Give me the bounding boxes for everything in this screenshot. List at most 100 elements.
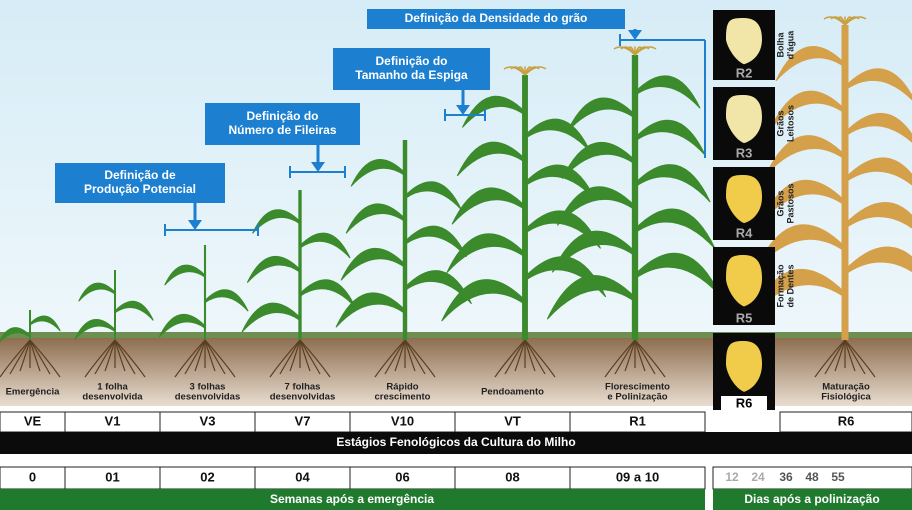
kernel-desc-line: Formação [775,264,785,308]
root [104,339,116,372]
kernel-desc: Grãos Leitosos [775,105,795,142]
kernel-desc-line: d'água [785,30,795,60]
day-value: 12 [725,470,739,484]
root [404,339,426,375]
callout-box [333,48,490,90]
kernel-desc: Bolha d'água [775,30,795,60]
leaf [335,292,406,328]
corn-plant [441,66,607,378]
leaf [158,313,206,338]
corn-plant [158,245,249,378]
stage-label: desenvolvida [82,392,143,403]
corn-plant [335,140,472,378]
corn-plant [0,310,61,378]
leaf [404,225,467,258]
corn-plant [546,46,721,378]
kernel-desc-line: Grãos [775,110,785,136]
week-value: 04 [295,469,310,484]
leaf [551,230,636,273]
leaf [634,164,711,203]
callout-text: Tamanho da Espiga [355,68,468,82]
leaf [844,201,912,229]
tassel [524,66,547,76]
root [194,339,206,372]
stage-label: desenvolvidas [270,392,335,403]
root [279,339,301,375]
root [29,339,61,378]
day-value: 36 [779,470,793,484]
root [504,339,526,375]
root [824,339,846,375]
root [614,339,636,375]
kernel-code: R2 [736,65,753,80]
root [834,339,846,372]
callout-box [55,163,225,203]
callout-text: Definição do [375,54,447,68]
arrow-head [188,220,202,230]
stage-code: R6 [838,413,855,428]
kernel-code: R4 [736,225,753,240]
leaf [561,142,636,179]
leaf [524,210,601,249]
leaf [556,186,636,226]
leaf [350,158,406,187]
kernel-desc-line: Grãos [775,190,785,216]
stage-code: VT [504,413,521,428]
stage-code: V1 [105,413,121,428]
week-value: 02 [200,469,214,484]
root [634,339,656,375]
root [0,339,31,378]
leaf [74,319,116,340]
callout-text: Produção Potencial [84,182,196,196]
kernel-code: R6 [736,395,753,410]
arrow-head [456,105,470,115]
kernel [726,17,762,65]
weeks-title: Semanas após a emergência [270,492,434,506]
stage-code: VE [24,413,42,428]
stage-label: Pendoamento [481,387,544,398]
stage-label: desenvolvidas [175,392,240,403]
root [204,339,226,375]
leaf [844,113,912,143]
root [524,339,556,378]
stage-label: 3 folhas [190,382,226,393]
root [184,339,206,375]
leaf [844,246,912,275]
stage-label: Fisiológica [821,392,871,403]
root [624,339,636,372]
kernel-code-bg [721,396,767,410]
kernel-desc: Formação de Dentes [775,264,795,308]
root [29,339,41,372]
root [404,339,416,372]
leaf [775,46,846,82]
weeks-band [0,489,705,510]
callout-text: Número de Fileiras [228,123,336,137]
tassel [844,16,867,26]
corn-plant [241,190,356,378]
root [844,339,856,372]
kernel-desc-line: Leitosos [785,105,795,142]
root [604,339,636,378]
day-value: 24 [751,470,765,484]
leaf [446,233,526,274]
week-value: 06 [395,469,409,484]
root [204,339,216,372]
root [494,339,526,378]
stage-code: V3 [200,413,216,428]
arrow-head [628,30,642,40]
kernel-desc-line: Pastosos [785,183,795,223]
stages-title: Estágios Fenológicos da Cultura do Milho [336,435,575,449]
root [114,339,126,372]
root [404,339,436,378]
kernel-code: R3 [736,145,753,160]
stage-code: V7 [295,413,311,428]
leaf [546,274,636,320]
root [114,339,146,378]
root [289,339,301,372]
leaf [78,282,116,302]
kernel-desc: Grãos Pastosos [775,183,795,223]
root [374,339,406,378]
leaf [340,247,406,281]
root [844,339,866,375]
